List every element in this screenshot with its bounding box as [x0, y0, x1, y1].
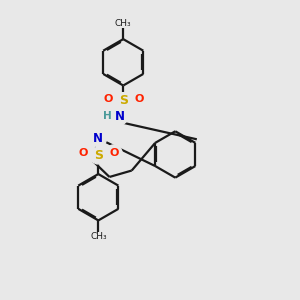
Text: O: O — [103, 94, 112, 103]
Circle shape — [130, 90, 147, 107]
Circle shape — [99, 108, 116, 125]
Circle shape — [100, 90, 116, 107]
Circle shape — [74, 145, 91, 162]
Circle shape — [115, 93, 132, 109]
Circle shape — [106, 145, 122, 162]
Text: CH₃: CH₃ — [115, 19, 132, 28]
Text: H: H — [103, 111, 112, 122]
Circle shape — [90, 147, 106, 164]
Text: N: N — [115, 110, 125, 123]
Text: O: O — [134, 94, 143, 103]
Circle shape — [90, 130, 106, 147]
Text: S: S — [94, 149, 103, 162]
Text: N: N — [93, 132, 103, 145]
Text: O: O — [109, 148, 119, 158]
Text: CH₃: CH₃ — [90, 232, 106, 241]
Circle shape — [111, 108, 128, 125]
Text: S: S — [119, 94, 128, 107]
Text: O: O — [78, 148, 88, 158]
